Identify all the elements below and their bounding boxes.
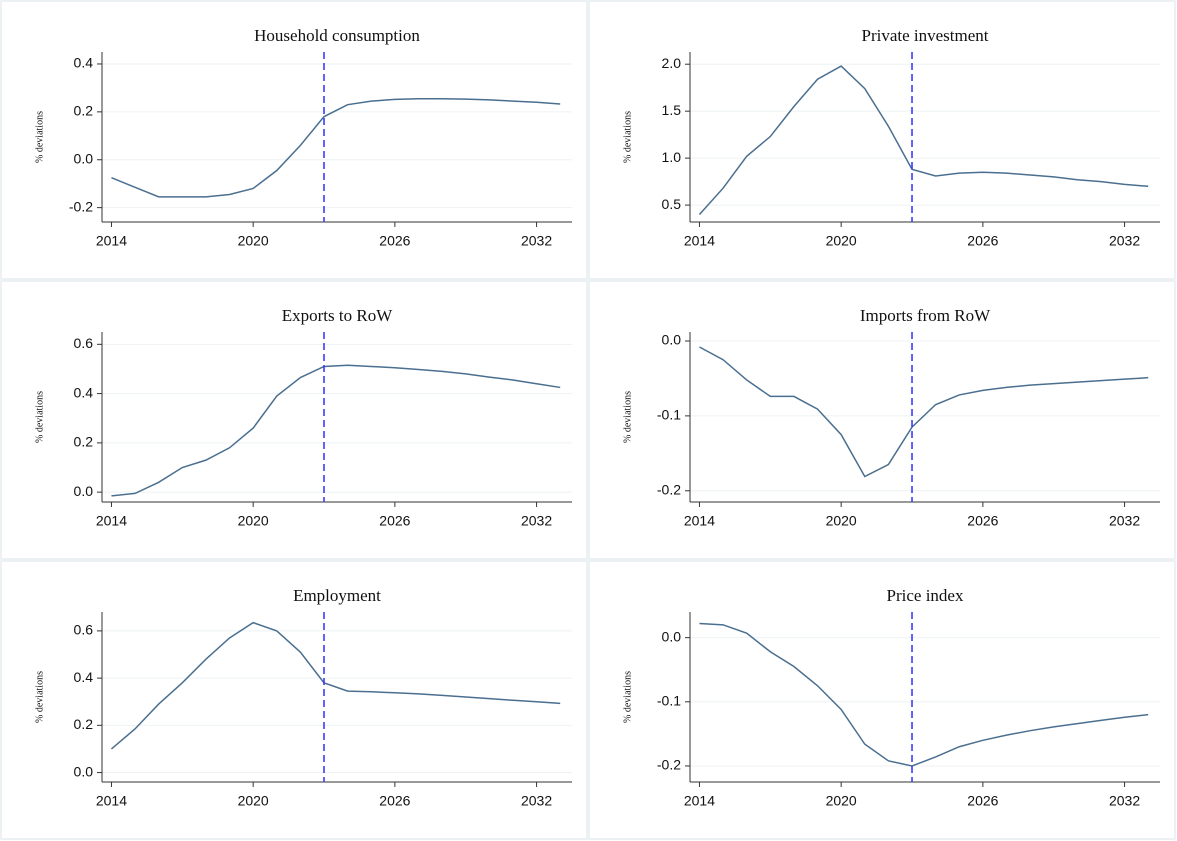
- y-tick-label: 0.6: [74, 622, 94, 638]
- panel-frame: [0, 0, 588, 280]
- y-axis-label: % deviations: [622, 111, 633, 163]
- y-tick-label: 0.6: [74, 335, 94, 351]
- y-tick-label: -0.2: [657, 481, 681, 497]
- chart-title: Exports to RoW: [282, 306, 393, 325]
- x-tick-label: 2032: [521, 513, 552, 529]
- x-tick-label: 2032: [521, 233, 552, 249]
- x-tick-label: 2026: [379, 233, 410, 249]
- data-line: [111, 97, 561, 198]
- data-line: [699, 346, 1149, 478]
- y-tick-label: 0.0: [662, 332, 682, 348]
- chart-title: Employment: [293, 586, 381, 605]
- y-tick-label: 0.5: [662, 196, 682, 212]
- y-tick-label: 1.5: [662, 102, 682, 118]
- x-tick-label: 2020: [238, 793, 269, 809]
- data-line: [698, 65, 1149, 215]
- y-axis-label: % deviations: [34, 391, 45, 443]
- y-tick-label: 0.2: [74, 716, 94, 732]
- panel-frame: [0, 560, 588, 840]
- x-tick-label: 2020: [826, 793, 857, 809]
- y-tick-label: 2.0: [662, 55, 682, 71]
- x-tick-label: 2020: [238, 513, 269, 529]
- y-tick-label: -0.2: [657, 757, 681, 773]
- x-tick-label: 2020: [238, 233, 269, 249]
- y-tick-label: 1.0: [662, 149, 682, 165]
- chart-title: Private investment: [861, 26, 988, 45]
- x-tick-label: 2014: [96, 233, 127, 249]
- y-axis-label: % deviations: [34, 111, 45, 163]
- x-tick-label: 2014: [96, 793, 127, 809]
- x-tick-label: 2014: [684, 233, 715, 249]
- y-tick-label: 0.0: [662, 628, 682, 644]
- chart-title: Price index: [887, 586, 964, 605]
- y-tick-label: 0.2: [74, 434, 94, 450]
- x-tick-label: 2026: [967, 793, 998, 809]
- x-tick-label: 2026: [379, 793, 410, 809]
- y-axis-label: % deviations: [622, 391, 633, 443]
- y-axis-label: % deviations: [622, 671, 633, 723]
- x-tick-label: 2020: [826, 233, 857, 249]
- x-tick-label: 2026: [379, 513, 410, 529]
- y-tick-label: 0.0: [74, 150, 94, 166]
- x-tick-label: 2020: [826, 513, 857, 529]
- panel-frame: [588, 280, 1176, 560]
- x-tick-label: 2032: [521, 793, 552, 809]
- y-tick-label: -0.1: [657, 407, 681, 423]
- x-tick-label: 2032: [1109, 233, 1140, 249]
- x-tick-label: 2014: [684, 513, 715, 529]
- panel-frame: [0, 280, 588, 560]
- x-tick-label: 2032: [1109, 513, 1140, 529]
- chart-title: Imports from RoW: [860, 306, 991, 325]
- x-tick-label: 2026: [967, 233, 998, 249]
- x-tick-label: 2032: [1109, 793, 1140, 809]
- y-tick-label: 0.0: [74, 483, 94, 499]
- y-tick-label: -0.1: [657, 693, 681, 709]
- panel-frame: [588, 0, 1176, 280]
- x-tick-label: 2026: [967, 513, 998, 529]
- data-line: [111, 364, 561, 497]
- y-tick-label: -0.2: [69, 198, 93, 214]
- x-tick-label: 2014: [684, 793, 715, 809]
- data-line: [699, 622, 1149, 767]
- x-tick-label: 2014: [96, 513, 127, 529]
- y-tick-label: 0.2: [74, 103, 94, 119]
- y-tick-label: 0.4: [74, 55, 94, 71]
- panel-frame: [588, 560, 1176, 840]
- y-tick-label: 0.4: [74, 384, 94, 400]
- y-axis-label: % deviations: [34, 671, 45, 723]
- y-tick-label: 0.0: [74, 763, 94, 779]
- data-line: [110, 621, 561, 750]
- chart-title: Household consumption: [254, 26, 420, 45]
- y-tick-label: 0.4: [74, 669, 94, 685]
